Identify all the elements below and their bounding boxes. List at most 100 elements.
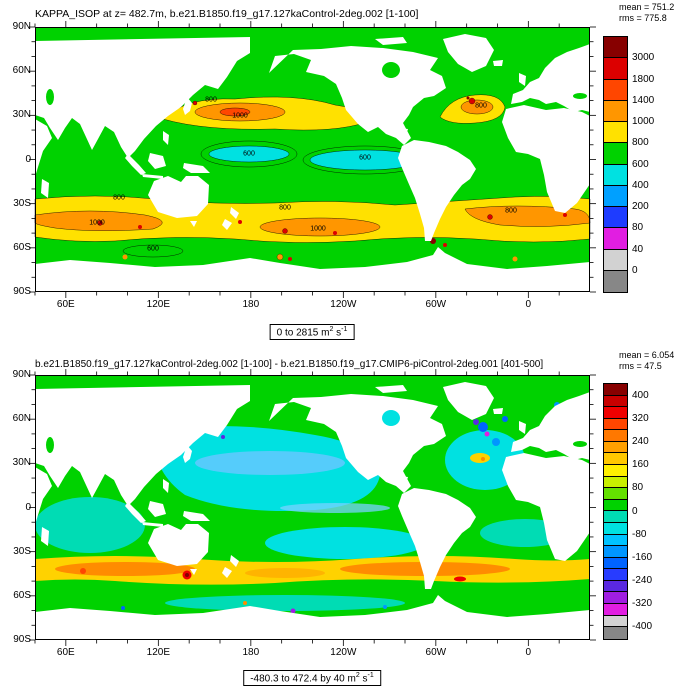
range-text: -480.3 to 472.4 by 40 m — [250, 673, 356, 685]
bottom-panel: b.e21.B1850.f19_g17.127kaControl-2deg.00… — [0, 350, 700, 700]
lat-tick-label: 0 — [25, 501, 31, 513]
map-area-bottom — [29, 369, 596, 646]
contour-map-bottom — [29, 369, 596, 646]
colorbar-cell — [604, 228, 627, 250]
colorbar-cell — [604, 441, 627, 454]
colorbar-cell — [604, 384, 627, 396]
colorbar-cell — [604, 407, 627, 419]
colorbar-label: -400 — [632, 621, 653, 633]
lat-tick-label: 0 — [25, 153, 31, 165]
colorbar-label: 80 — [632, 482, 644, 494]
colorbar-label: 1800 — [632, 73, 655, 85]
contour-line-label: 800 — [475, 102, 487, 110]
colorbar-label: 240 — [632, 435, 649, 447]
colorbar-bottom — [603, 383, 628, 640]
lat-tick-label: 30N — [12, 457, 31, 469]
colorbar-cell — [604, 164, 627, 186]
panel-stats: mean = 751.2 rms = 775.8 — [619, 2, 674, 23]
top-panel: KAPPA_ISOP at z= 482.7m, b.e21.B1850.f19… — [12, 2, 674, 341]
lon-tick-label: 120E — [146, 647, 171, 658]
colorbar-label: -80 — [632, 528, 647, 540]
contour-line-label: 800 — [505, 207, 517, 215]
lat-tick-label: 60S — [13, 589, 31, 601]
lon-tick-label: 180 — [242, 647, 260, 658]
colorbar-label: 1000 — [632, 116, 655, 127]
colorbar-cell — [604, 249, 627, 271]
mean-text: mean = 751.2 — [619, 2, 675, 12]
colorbar-label: 400 — [632, 389, 649, 401]
contour-line-label: 1000 — [232, 112, 248, 120]
colorbar-label: 320 — [632, 412, 649, 424]
colorbar-label: 160 — [632, 459, 649, 471]
colorbar-cell — [604, 207, 627, 229]
map-frame — [35, 375, 590, 640]
lon-tick-label: 60E — [56, 647, 75, 658]
map-area-top: 800 1000 800 600 600 800 1000 800 1000 800 600 — [29, 21, 596, 298]
contour-line-label: 600 — [243, 150, 255, 158]
colorbar-cell — [604, 546, 627, 558]
colorbar-cell — [604, 499, 627, 512]
colorbar-cell — [604, 37, 627, 59]
page-title-diff: b.e21.B1850.f19_g17.127kaControl-2deg.00… — [35, 359, 544, 370]
contour-line-label: 600 — [359, 154, 371, 162]
colorbar-cell — [604, 122, 627, 144]
lat-tick-label: 90N — [12, 369, 31, 380]
contour-line-label: 1000 — [310, 225, 326, 233]
colorbar-cell — [604, 522, 627, 535]
contour-line-label: 800 — [113, 194, 125, 202]
contour-map-top — [29, 21, 596, 298]
colorbar-cell — [604, 534, 627, 547]
colorbar-label: 400 — [632, 179, 649, 191]
colorbar-cell — [604, 488, 627, 500]
colorbar-label: 600 — [632, 158, 649, 170]
colorbar-cell — [604, 465, 627, 477]
colorbar-cell — [604, 453, 627, 466]
colorbar-label: 800 — [632, 137, 649, 149]
colorbar-cell — [604, 100, 627, 122]
colorbar-cell — [604, 615, 627, 628]
lat-tick-label: 30N — [12, 109, 31, 121]
colorbar-label: 200 — [632, 201, 649, 212]
lat-tick-label: 60S — [13, 241, 31, 253]
colorbar-cell — [604, 592, 627, 604]
colorbar-cell — [604, 395, 627, 408]
lon-tick-label: 60W — [425, 647, 447, 658]
rms-text: rms = 775.8 — [619, 12, 667, 23]
range-text: 0 to 2815 m — [276, 327, 330, 339]
contour-line-label: 1000 — [89, 219, 105, 227]
colorbar-label: 40 — [632, 243, 644, 255]
colorbar-cell — [604, 569, 627, 581]
lat-tick-label: 30S — [13, 545, 31, 557]
colorbar-cell — [604, 557, 627, 570]
lon-tick-label: 180 — [242, 299, 260, 310]
colorbar-cell — [604, 603, 627, 616]
lat-tick-label: 90S — [13, 286, 31, 297]
panel-stats: mean = 6.054 rms = 47.5 — [619, 350, 675, 371]
colorbar-label: 80 — [632, 222, 644, 234]
lon-tick-label: 120E — [146, 299, 171, 310]
lon-tick-label: 0 — [525, 647, 532, 658]
colorbar-label: -160 — [632, 551, 653, 563]
contour-line-label: 800 — [279, 204, 291, 212]
range-label-box: 0 to 2815 m2 s-1 — [269, 324, 355, 341]
mean-text: mean = 6.054 — [619, 350, 675, 360]
lon-tick-label: 120W — [330, 647, 357, 658]
lat-tick-label: 60N — [12, 65, 31, 77]
range-label-box: -480.3 to 472.4 by 40 m2 s-1 — [243, 670, 381, 687]
colorbar-cell — [604, 627, 627, 639]
colorbar-label: -320 — [632, 598, 653, 610]
colorbar-cell — [604, 476, 627, 489]
lat-tick-label: 90S — [13, 634, 31, 645]
colorbar-cell — [604, 270, 627, 292]
contour-line-label: 600 — [147, 245, 159, 253]
colorbar-cell — [604, 430, 627, 442]
rms-text: rms = 47.5 — [619, 360, 662, 371]
colorbar-cell — [604, 511, 627, 523]
lat-tick-label: 30S — [13, 197, 31, 209]
lat-tick-label: 90N — [12, 21, 31, 32]
colorbar-cell — [604, 580, 627, 593]
contour-line-label: 800 — [205, 96, 217, 104]
colorbar-cell — [604, 79, 627, 101]
colorbar-label: 1400 — [632, 94, 655, 106]
colorbar-cell — [604, 143, 627, 165]
